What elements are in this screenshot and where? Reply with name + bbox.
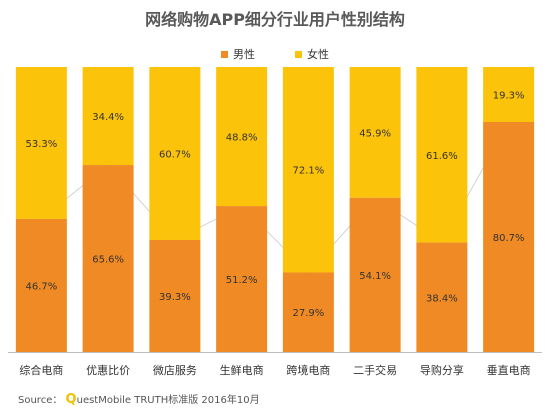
legend-item-female: 女性 [295,46,329,62]
data-label-female-5: 72.1% [292,166,324,177]
legend-swatch-female [295,50,302,58]
bar-female-4 [216,67,268,207]
source-prefix: Source： [18,395,63,406]
data-label-male-6: 54.1% [359,271,391,282]
bar-male-1 [15,218,67,352]
data-label-female-8: 19.3% [493,91,525,102]
bar-female-2 [82,67,134,166]
data-label-male-7: 38.4% [426,293,458,304]
data-label-female-4: 48.8% [226,133,258,144]
source-brand-initial: Q [65,392,77,407]
bar-female-3 [149,67,201,240]
bar-male-4 [216,206,268,352]
category-label-6: 二手交易 [353,363,397,377]
bar-female-6 [349,67,401,198]
category-label-5: 跨境电商 [286,363,330,377]
data-label-male-5: 27.9% [292,308,324,319]
bar-male-2 [82,165,134,352]
data-label-female-6: 45.9% [359,128,391,139]
data-label-male-2: 65.6% [92,255,124,266]
bar-male-3 [149,239,201,352]
bar-male-6 [349,197,401,352]
source-note: Source： QuestMobile TRUTH标准版 2016年10月 [18,391,260,407]
legend-item-male: 男性 [221,46,255,62]
category-label-7: 导购分享 [420,363,464,377]
category-label-8: 垂直电商 [487,363,531,377]
bar-female-7 [416,67,468,243]
data-label-male-3: 39.3% [159,292,191,303]
category-label-2: 优惠比价 [86,363,130,377]
bar-male-7 [416,242,468,352]
legend-swatch-male [221,50,228,58]
category-label-1: 综合电商 [19,363,63,377]
data-label-female-2: 34.4% [92,112,124,123]
chart-legend: 男性 女性 [0,46,550,62]
data-label-female-3: 60.7% [159,149,191,160]
bar-female-5 [282,67,334,273]
bar-female-1 [15,67,67,219]
data-label-male-8: 80.7% [493,233,525,244]
source-brand-rest: uestMobile TRUTH标准版 2016年10月 [76,395,260,406]
data-label-male-4: 51.2% [226,275,258,286]
category-label-3: 微店服务 [153,363,197,377]
data-label-female-7: 61.6% [426,151,458,162]
data-label-female-1: 53.3% [25,139,57,150]
legend-label-male: 男性 [233,48,255,61]
bar-male-8 [483,122,535,352]
chart-title: 网络购物APP细分行业用户性别结构 [145,10,405,29]
category-label-4: 生鲜电商 [220,363,264,377]
bar-female-8 [483,67,535,123]
legend-label-female: 女性 [307,48,329,61]
bar-male-5 [282,272,334,352]
data-label-male-1: 46.7% [25,281,57,292]
